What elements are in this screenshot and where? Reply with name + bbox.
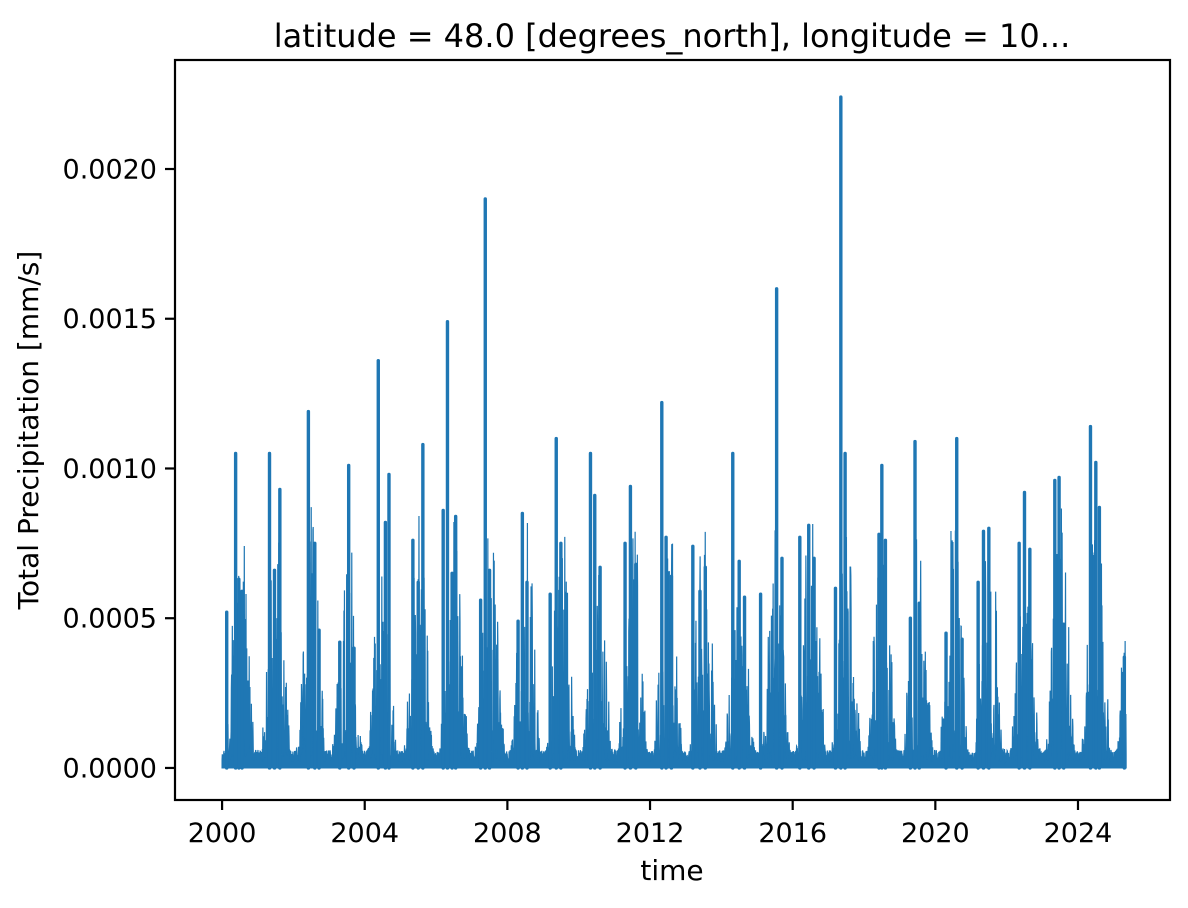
x-tick-label: 2020 xyxy=(901,818,970,849)
precipitation-series xyxy=(221,97,1127,769)
series-group xyxy=(221,95,1127,770)
y-axis-label: Total Precipitation [mm/s] xyxy=(12,251,45,611)
x-tick-label: 2004 xyxy=(330,818,399,849)
y-tick-label: 0.0000 xyxy=(63,753,157,784)
y-tick-label: 0.0010 xyxy=(63,454,157,485)
y-tick-label: 0.0015 xyxy=(63,304,157,335)
y-tick-label: 0.0020 xyxy=(63,155,157,186)
x-tick-label: 2024 xyxy=(1044,818,1113,849)
x-tick-label: 2016 xyxy=(758,818,827,849)
x-tick-label: 2012 xyxy=(616,818,685,849)
x-tick-label: 2008 xyxy=(473,818,542,849)
chart-title: latitude = 48.0 [degrees_north], longitu… xyxy=(274,17,1070,55)
ticks-group: 2000 2004 2008 2012 2016 2020 2024 0.0000 0.0005… xyxy=(63,155,1113,849)
x-tick-label: 2000 xyxy=(188,818,257,849)
y-tick-label: 0.0005 xyxy=(63,604,157,635)
axes-frame xyxy=(173,58,1172,802)
x-axis-label: time xyxy=(640,854,703,887)
